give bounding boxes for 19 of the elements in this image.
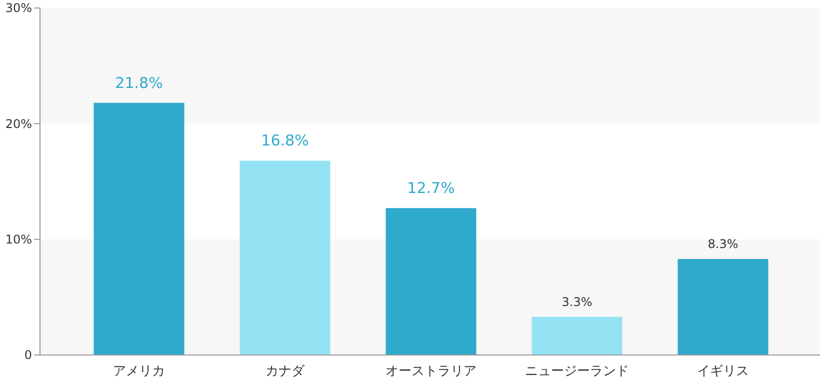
y-tick-label: 30% [5, 1, 32, 16]
y-tick-label: 0 [24, 348, 32, 362]
data-label: 3.3% [562, 294, 592, 309]
x-tick-label: ニュージーランド [525, 364, 629, 379]
data-label: 16.8% [261, 132, 309, 150]
bar [386, 208, 476, 355]
data-label: 8.3% [708, 236, 738, 251]
y-tick-label: 10% [5, 232, 32, 247]
x-tick-label: カナダ [266, 364, 306, 379]
x-tick-label: アメリカ [113, 364, 165, 379]
x-tick-label: イギリス [697, 364, 749, 379]
bar [94, 102, 184, 355]
data-label: 12.7% [407, 179, 455, 198]
data-label: 21.8% [115, 74, 163, 92]
bar [678, 258, 768, 355]
y-tick-label: 20% [5, 116, 32, 131]
x-tick-label: オーストラリア [386, 364, 476, 379]
bar [240, 160, 330, 355]
bar [532, 316, 622, 355]
